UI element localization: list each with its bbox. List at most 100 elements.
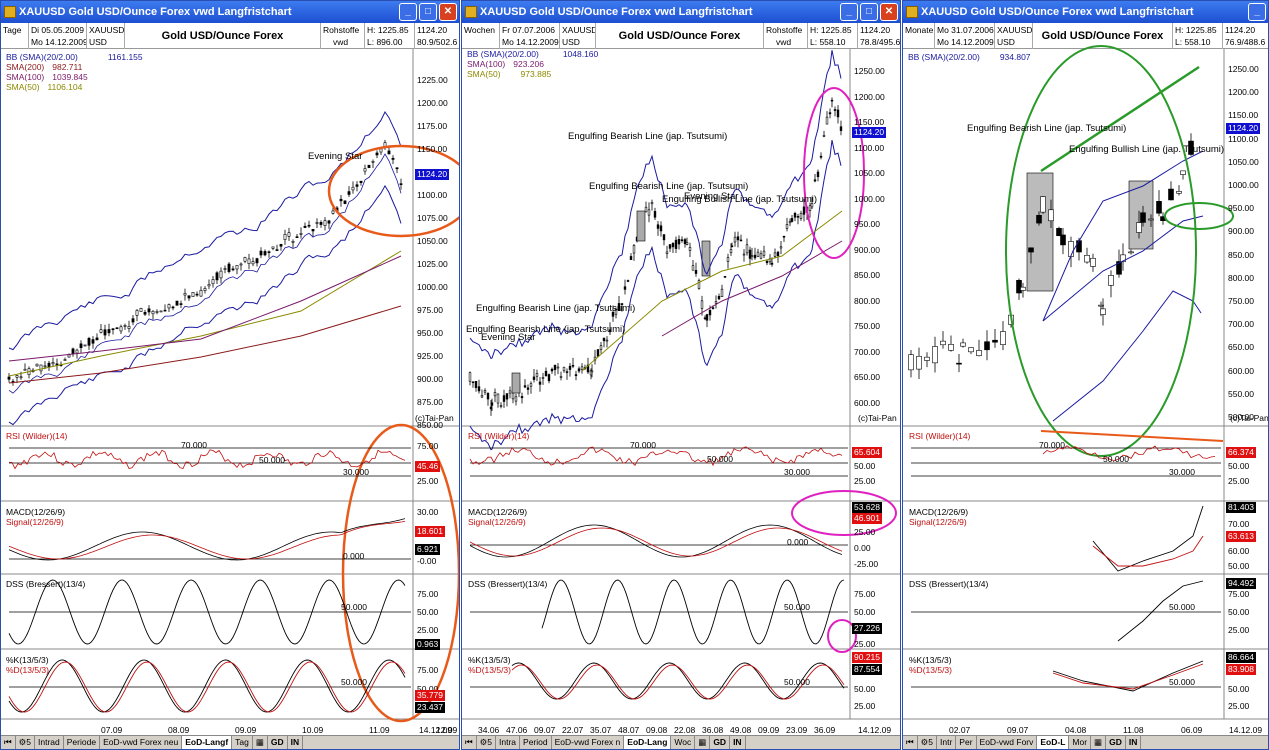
chart-type-icon[interactable]: ▦ <box>1091 736 1107 749</box>
window-titlebar[interactable]: XAUUSD Gold USD/Ounce Forex vwd Langfris… <box>1 1 459 23</box>
y-tick-label: 750.00 <box>854 321 880 331</box>
stoch-tick: 50.00 <box>417 684 439 694</box>
x-tick-label: 11.09 <box>369 725 390 735</box>
chart-window-monthly[interactable]: XAUUSD Gold USD/Ounce Forex vwd Langfris… <box>902 0 1269 750</box>
minimize-button[interactable]: _ <box>399 3 417 21</box>
x-tick-label: 36.08 <box>702 725 724 735</box>
bollinger-lower <box>1052 290 1202 422</box>
dss-label: DSS (Bressert)(13/4) <box>909 579 989 589</box>
price-candle <box>1076 240 1082 253</box>
period-select[interactable]: Woc <box>671 736 696 749</box>
chart-type-icon[interactable]: ▦ <box>253 736 268 749</box>
dss-tick: 25.00 <box>417 625 439 635</box>
price-candle <box>562 366 566 372</box>
minimize-button[interactable]: _ <box>840 3 858 21</box>
nav-first-icon[interactable]: ⏮ <box>462 736 477 749</box>
x-last-date: 14.12.09 <box>858 725 892 735</box>
in-button[interactable]: IN <box>1126 736 1142 749</box>
nav-first-icon[interactable]: ⏮ <box>1 736 16 749</box>
y-tick-label: 1100.00 <box>854 142 885 153</box>
price-candle <box>653 211 657 218</box>
macd-tag: 18.601 <box>415 526 445 537</box>
close-button[interactable]: ✕ <box>439 3 457 21</box>
gd-button[interactable]: GD <box>1106 736 1126 749</box>
last-price: 1124.20 78.8/495.6 <box>860 25 901 47</box>
x-tick-label: 07.09 <box>101 725 123 735</box>
price-candle <box>1116 261 1122 275</box>
price-candle <box>83 344 87 347</box>
tab-intraday[interactable]: Intrad <box>35 736 64 749</box>
dss-label: DSS (Bressert)(13/4) <box>6 579 86 589</box>
nav-tools-icon[interactable]: ⚙5 <box>918 736 938 749</box>
in-button[interactable]: IN <box>730 736 746 749</box>
chart-window-weekly[interactable]: XAUUSD Gold USD/Ounce Forex vwd Langfris… <box>461 0 901 750</box>
tab-periode[interactable]: Period <box>520 736 552 749</box>
price-candle <box>932 346 938 364</box>
tab-periode[interactable]: Periode <box>64 736 101 749</box>
markup-ellipse <box>1164 202 1234 230</box>
tab-eod-langf[interactable]: EoD-Langf <box>182 736 233 749</box>
price-candle <box>203 288 207 291</box>
price-candle <box>399 183 403 185</box>
price-candle <box>111 328 115 331</box>
date-range: Mo 31.07.2006 Mo 14.12.2009 <box>937 23 995 49</box>
tab-eod-vwd[interactable]: EoD-vwd Forex neu <box>100 736 183 749</box>
tab-eod-vwd[interactable]: EoD-vwd Forv <box>977 736 1038 749</box>
tab-eod-vwd[interactable]: EoD-vwd Forex n <box>552 736 625 749</box>
x-tick-label: 47.06 <box>506 725 528 735</box>
maximize-button[interactable]: □ <box>860 3 878 21</box>
window-titlebar[interactable]: XAUUSD Gold USD/Ounce Forex vwd Langfris… <box>462 1 900 23</box>
tab-eod-langf[interactable]: EoD-L <box>1037 736 1070 749</box>
period-label: Tage <box>1 23 29 49</box>
price-candle <box>590 370 594 373</box>
price-candle <box>1040 196 1046 213</box>
tab-intraday[interactable]: Intra <box>496 736 521 749</box>
symbol: XAUUSD USD <box>562 23 596 49</box>
nav-tools-icon[interactable]: ⚙5 <box>16 736 36 749</box>
price-candle <box>1100 308 1106 315</box>
price-candle <box>553 364 557 370</box>
rsi-tick: 50.00 <box>854 461 876 471</box>
chart-canvas-monthly[interactable] <box>903 1 1269 750</box>
price-candle <box>659 225 663 232</box>
gd-button[interactable]: GD <box>710 736 731 749</box>
window-titlebar[interactable]: XAUUSD Gold USD/Ounce Forex vwd Langfris… <box>903 1 1268 23</box>
price-candle <box>143 312 147 315</box>
chart-window-daily[interactable]: XAUUSD Gold USD/Ounce Forex vwd Langfris… <box>0 0 460 750</box>
maximize-button[interactable]: □ <box>419 3 437 21</box>
period-select[interactable]: Mor <box>1069 736 1092 749</box>
close-button[interactable]: ✕ <box>880 3 898 21</box>
period-label: Wochen <box>462 23 500 49</box>
chart-canvas-weekly[interactable] <box>462 1 901 750</box>
minimize-button[interactable]: _ <box>1248 3 1266 21</box>
price-candle <box>19 376 23 379</box>
chart-canvas-daily[interactable] <box>1 1 460 750</box>
tab-periode[interactable]: Per <box>956 736 977 749</box>
price-candle <box>474 381 478 388</box>
price-candle <box>830 99 834 102</box>
price-candle <box>391 157 395 160</box>
price-candle <box>544 370 548 377</box>
nav-tools-icon[interactable]: ⚙5 <box>477 736 497 749</box>
x-tick-label: 06.09 <box>1181 725 1203 735</box>
period-select[interactable]: Tag <box>232 736 253 749</box>
y-tick-label: 900.00 <box>854 244 880 255</box>
price-candle <box>490 402 494 406</box>
rsi-tag: 45.46 <box>415 461 441 472</box>
nav-first-icon[interactable]: ⏮ <box>903 736 918 749</box>
in-button[interactable]: IN <box>288 736 304 749</box>
tab-eod-langf[interactable]: EoD-Lang <box>624 736 672 749</box>
annotation-bullish: Engulfing Bullish Line (jap. Tsutsumi) <box>662 194 818 205</box>
gd-button[interactable]: GD <box>268 736 288 749</box>
price-candle <box>255 258 259 264</box>
macd-tick: 30.00 <box>417 507 439 517</box>
price-candle <box>95 337 99 341</box>
macd-tick: 70.00 <box>1228 519 1250 529</box>
price-candle <box>773 252 777 257</box>
y-tick-label: 1100.00 <box>417 190 448 200</box>
price-candle <box>626 280 630 282</box>
tab-intraday[interactable]: Intr <box>937 736 957 749</box>
chart-type-icon[interactable]: ▦ <box>695 736 711 749</box>
price-candle <box>568 365 572 370</box>
high-low: H: 1225.85 L: 558.10 <box>1173 23 1223 49</box>
